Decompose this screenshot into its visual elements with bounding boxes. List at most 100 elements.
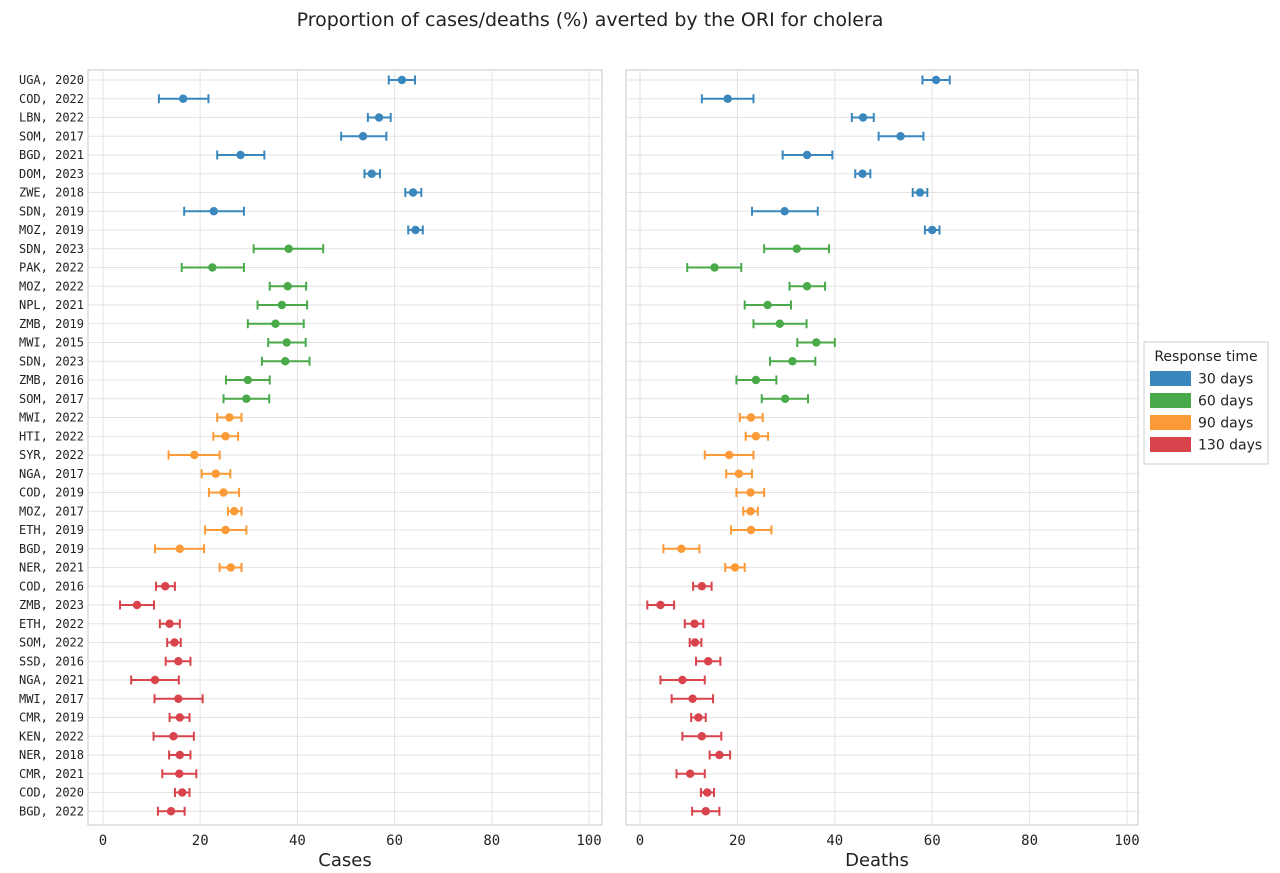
legend-swatch (1150, 393, 1191, 408)
data-point (788, 357, 797, 366)
legend-label: 60 days (1198, 394, 1253, 410)
y-tick-label: SOM, 2017 (19, 392, 84, 406)
data-point (178, 788, 187, 797)
data-point-group (119, 600, 156, 610)
data-point (703, 788, 712, 797)
data-point (243, 375, 253, 385)
data-point-group (216, 150, 266, 160)
legend-label: 90 days (1198, 416, 1253, 432)
data-point (688, 694, 697, 703)
data-point-group (207, 488, 241, 497)
data-point-group (212, 431, 240, 441)
legend-items: 30 days 60 days 90 days 130 days (1150, 371, 1262, 454)
y-tick-label: CMR, 2021 (19, 767, 84, 781)
grid-cases (88, 70, 602, 825)
data-point-group (796, 338, 836, 347)
data-point (723, 94, 732, 103)
data-point-group (246, 319, 305, 329)
y-tick-label: DOM, 2023 (19, 167, 84, 181)
data-point-group (760, 394, 810, 404)
data-point (221, 432, 230, 441)
data-point-group (675, 769, 706, 779)
y-tick-label: NER, 2021 (19, 561, 84, 575)
y-tick-label: BGD, 2021 (19, 148, 84, 162)
marks-deaths (646, 75, 951, 816)
x-tick-label: 60 (386, 833, 403, 849)
data-point (915, 188, 925, 197)
y-tick-labels: UGA, 2020 COD, 2022 LBN, 2022 SOM, 2017 BGD,… (19, 73, 84, 818)
data-point-group (911, 188, 929, 197)
data-point-group (659, 675, 706, 685)
x-tick-label: 20 (729, 833, 746, 849)
panel-cases: UGA, 2020 COD, 2022 LBN, 2022 SOM, 2017 BGD,… (19, 69, 603, 871)
y-tick-label: SYR, 2022 (19, 448, 84, 462)
data-point-group (670, 694, 715, 704)
data-point (236, 150, 245, 160)
plot-area-deaths (625, 69, 1139, 826)
y-tick-label: MWI, 2015 (19, 336, 84, 350)
data-point-group (692, 581, 713, 591)
data-point (703, 657, 713, 666)
data-point (858, 113, 868, 122)
data-point (746, 488, 755, 497)
y-tick-label: SDN, 2023 (19, 354, 84, 368)
data-point (282, 338, 291, 347)
data-point (178, 94, 188, 103)
data-point-group (363, 169, 382, 179)
x-tick-label: 40 (826, 833, 843, 849)
data-point (802, 150, 812, 160)
data-point (896, 132, 905, 141)
legend-swatch (1150, 437, 1191, 452)
y-tick-label: ETH, 2019 (19, 523, 84, 537)
data-point-group (681, 731, 723, 741)
data-point-group (683, 619, 705, 629)
data-point (161, 582, 170, 591)
data-point (780, 394, 790, 403)
data-point-group (407, 225, 424, 235)
data-point-group (256, 300, 309, 310)
data-point-group (156, 806, 186, 816)
data-point (746, 525, 756, 535)
data-point-group (738, 413, 764, 422)
y-tick-label: COD, 2020 (19, 786, 84, 800)
data-point (358, 132, 368, 141)
data-point-group (180, 263, 245, 272)
legend-label: 30 days (1198, 372, 1253, 388)
data-point-group (743, 300, 792, 310)
data-point-group (708, 750, 732, 760)
data-point (724, 450, 734, 460)
data-point-group (921, 75, 951, 85)
data-point (746, 413, 756, 422)
data-point-group (695, 656, 722, 666)
data-point-group (690, 713, 707, 722)
data-point (374, 113, 384, 122)
y-tick-label: CMR, 2019 (19, 711, 84, 725)
y-tick-label: MWI, 2022 (19, 411, 84, 425)
data-point-group (161, 769, 198, 779)
x-tick-label: 100 (576, 833, 601, 849)
data-point-group (686, 263, 743, 272)
legend-swatch (1150, 415, 1191, 430)
data-point-group (152, 731, 195, 741)
x-axis-label-cases: Cases (318, 850, 371, 871)
data-point (730, 563, 740, 572)
data-point (221, 525, 230, 535)
data-point (694, 713, 703, 722)
data-point-group (646, 600, 676, 610)
data-point (169, 732, 178, 741)
chart-title: Proportion of cases/deaths (%) averted b… (297, 9, 884, 31)
data-point (281, 357, 290, 366)
data-point (271, 319, 280, 328)
data-point (283, 282, 292, 291)
data-point (678, 675, 687, 685)
grid-deaths (625, 70, 1140, 825)
x-tick-labels-deaths: 0 20 40 60 80 100 (636, 833, 1140, 849)
y-tick-label: BGD, 2022 (19, 804, 84, 818)
y-tick-label: COD, 2016 (19, 579, 84, 593)
data-point (150, 675, 160, 685)
data-point (775, 319, 784, 328)
data-point-group (735, 375, 778, 385)
x-tick-label: 40 (289, 833, 306, 849)
x-tick-label: 80 (1021, 833, 1038, 849)
data-point (746, 507, 755, 516)
